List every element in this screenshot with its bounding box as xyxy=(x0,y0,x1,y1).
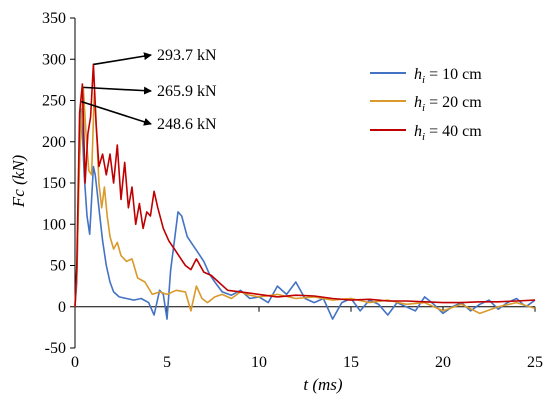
y-tick-label: 250 xyxy=(42,93,66,110)
y-tick-label: 200 xyxy=(42,134,66,151)
annotation-layer: 293.7 kN 265.9 kN 248.6 kN xyxy=(81,47,217,133)
annotation-label: 293.7 kN xyxy=(157,47,217,64)
series-line-1 xyxy=(74,108,536,320)
y-tick-label: 100 xyxy=(42,216,66,233)
annotation-arrow xyxy=(81,100,152,126)
legend: hi = 10 cm hi = 20 cm hi = 40 cm xyxy=(370,66,482,143)
annotation-arrow xyxy=(83,86,152,95)
y-tick-label: -50 xyxy=(45,340,66,357)
series-layer xyxy=(74,63,536,320)
y-axis-label: Fc (kN) xyxy=(9,154,28,208)
y-tick-label: 50 xyxy=(50,258,66,275)
legend-label: hi = 20 cm xyxy=(414,94,482,114)
annotation-arrow xyxy=(93,52,152,66)
x-tick-label: 25 xyxy=(527,354,543,371)
y-tick-label: 150 xyxy=(42,175,66,192)
x-tick-label: 5 xyxy=(163,354,171,371)
annotation-label: 248.6 kN xyxy=(157,116,217,133)
x-tick-label: 20 xyxy=(435,354,451,371)
x-tick-label: 15 xyxy=(343,354,359,371)
x-tick-label: 0 xyxy=(71,354,79,371)
annotation-label: 265.9 kN xyxy=(157,83,217,100)
series-line-3 xyxy=(74,63,536,307)
y-tick-label: 0 xyxy=(58,299,66,316)
x-tick-label: 10 xyxy=(251,354,267,371)
axes: -50 0 50 100 150 200 250 300 350 0 5 10 15 20 25 xyxy=(42,10,543,371)
legend-label: hi = 10 cm xyxy=(414,66,482,86)
x-axis-label: t (ms) xyxy=(303,375,343,394)
y-tick-label: 300 xyxy=(42,51,66,68)
legend-label: hi = 40 cm xyxy=(414,123,482,143)
y-tick-label: 350 xyxy=(42,10,66,27)
